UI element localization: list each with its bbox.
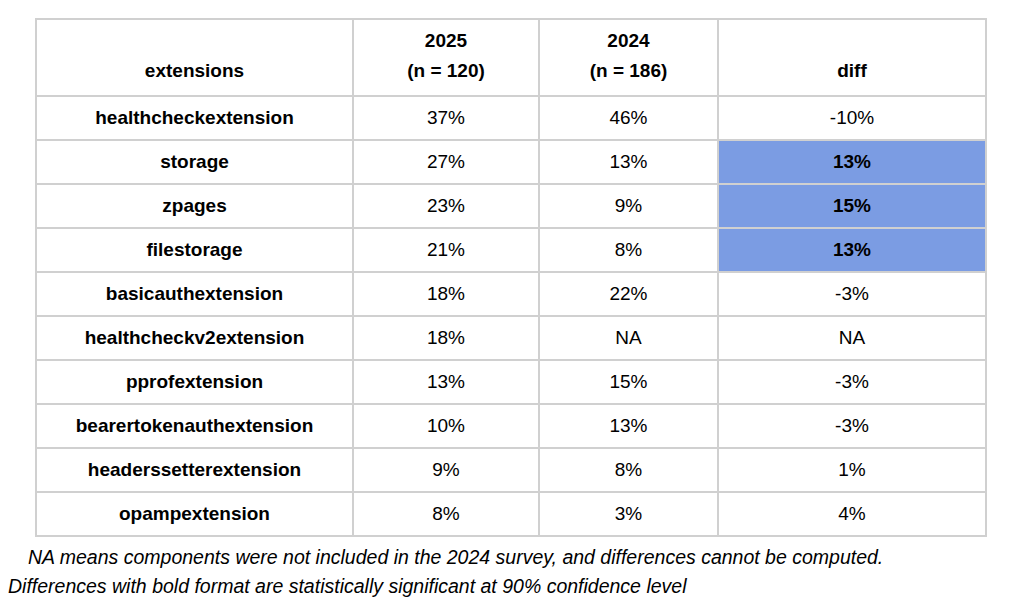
value-2025-cell: 21% [353, 228, 539, 272]
extension-name-cell: opampextension [36, 492, 353, 536]
diff-cell: 15% [718, 184, 986, 228]
value-2025-cell: 13% [353, 360, 539, 404]
col-header-extensions: extensions [36, 19, 353, 96]
diff-cell: 1% [718, 448, 986, 492]
page: extensions 2025 (n = 120) 2024 (n = 186)… [0, 0, 1012, 610]
extension-name-cell: bearertokenauthextension [36, 404, 353, 448]
footnotes: NA means components were not included in… [0, 543, 1012, 601]
table-row: healthcheckextension 37% 46% -10% [36, 96, 986, 140]
value-2025-cell: 23% [353, 184, 539, 228]
value-2024-cell: 8% [539, 228, 718, 272]
extension-name-cell: healthcheckextension [36, 96, 353, 140]
extension-name-cell: storage [36, 140, 353, 184]
value-2025-cell: 37% [353, 96, 539, 140]
diff-cell: NA [718, 316, 986, 360]
col-header-extensions-label: extensions [37, 56, 352, 86]
value-2024-cell: 46% [539, 96, 718, 140]
value-2024-cell: 13% [539, 404, 718, 448]
value-2025-cell: 18% [353, 316, 539, 360]
col-header-2024-n: (n = 186) [540, 56, 717, 86]
col-header-2024-year: 2024 [540, 26, 717, 56]
extension-name-cell: filestorage [36, 228, 353, 272]
value-2024-cell: 22% [539, 272, 718, 316]
col-header-diff-label: diff [719, 56, 985, 86]
extension-name-cell: headerssetterextension [36, 448, 353, 492]
header-row: extensions 2025 (n = 120) 2024 (n = 186)… [36, 19, 986, 96]
col-header-2025: 2025 (n = 120) [353, 19, 539, 96]
value-2024-cell: 15% [539, 360, 718, 404]
footnote-bold-significance: Differences with bold format are statist… [0, 572, 1012, 601]
diff-cell: 13% [718, 140, 986, 184]
value-2024-cell: 8% [539, 448, 718, 492]
footnote-na-explanation: NA means components were not included in… [0, 543, 1012, 572]
col-header-diff: diff [718, 19, 986, 96]
table-row: opampextension 8% 3% 4% [36, 492, 986, 536]
value-2024-cell: 13% [539, 140, 718, 184]
table-row: filestorage 21% 8% 13% [36, 228, 986, 272]
table-row: storage 27% 13% 13% [36, 140, 986, 184]
diff-cell: -3% [718, 360, 986, 404]
col-header-2025-year: 2025 [354, 26, 538, 56]
value-2025-cell: 8% [353, 492, 539, 536]
value-2024-cell: NA [539, 316, 718, 360]
col-header-2025-n: (n = 120) [354, 56, 538, 86]
value-2024-cell: 9% [539, 184, 718, 228]
table-row: healthcheckv2extension 18% NA NA [36, 316, 986, 360]
extension-name-cell: healthcheckv2extension [36, 316, 353, 360]
value-2024-cell: 3% [539, 492, 718, 536]
extensions-survey-table: extensions 2025 (n = 120) 2024 (n = 186)… [35, 18, 987, 537]
table-row: headerssetterextension 9% 8% 1% [36, 448, 986, 492]
extension-name-cell: pprofextension [36, 360, 353, 404]
diff-cell: -3% [718, 272, 986, 316]
diff-cell: -10% [718, 96, 986, 140]
diff-cell: 13% [718, 228, 986, 272]
col-header-2024: 2024 (n = 186) [539, 19, 718, 96]
value-2025-cell: 10% [353, 404, 539, 448]
extension-name-cell: basicauthextension [36, 272, 353, 316]
table-row: bearertokenauthextension 10% 13% -3% [36, 404, 986, 448]
table-row: basicauthextension 18% 22% -3% [36, 272, 986, 316]
value-2025-cell: 9% [353, 448, 539, 492]
value-2025-cell: 27% [353, 140, 539, 184]
table-row: zpages 23% 9% 15% [36, 184, 986, 228]
table-row: pprofextension 13% 15% -3% [36, 360, 986, 404]
value-2025-cell: 18% [353, 272, 539, 316]
diff-cell: 4% [718, 492, 986, 536]
extension-name-cell: zpages [36, 184, 353, 228]
diff-cell: -3% [718, 404, 986, 448]
